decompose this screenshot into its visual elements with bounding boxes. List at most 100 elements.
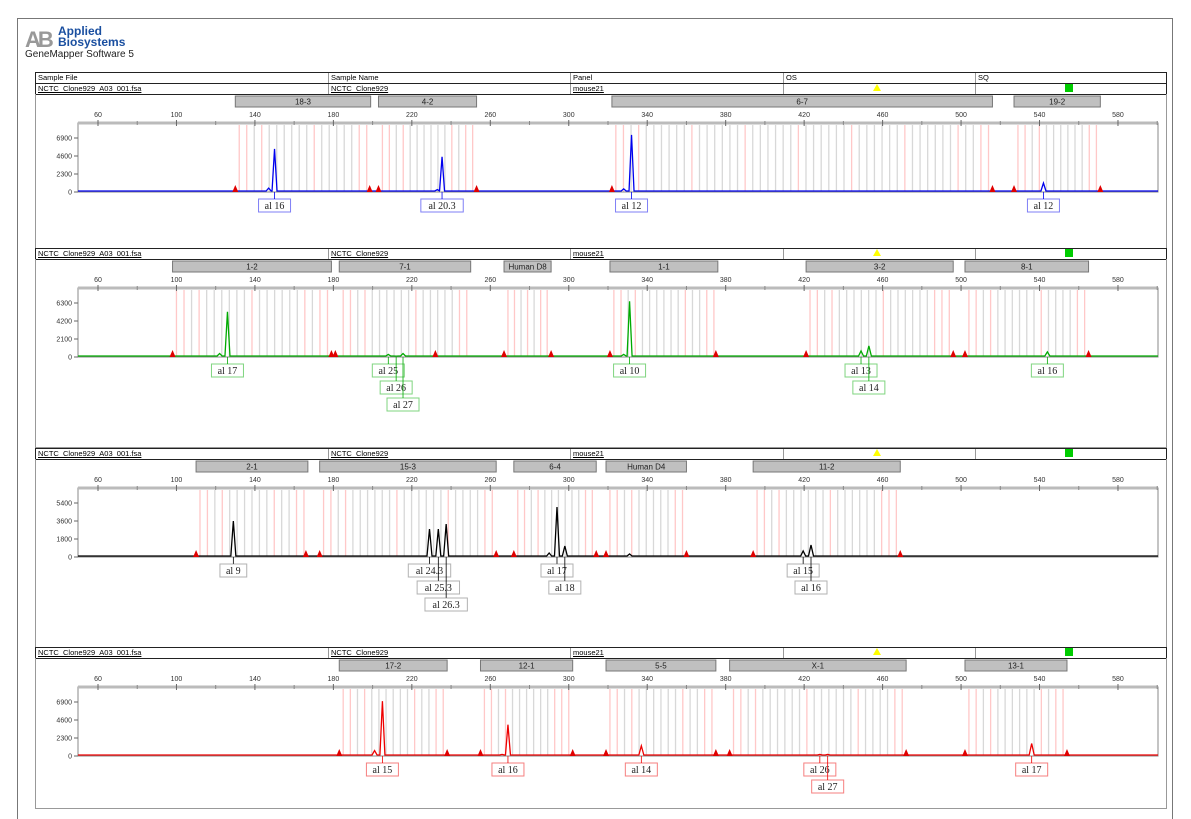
x-tick-label: 60 <box>94 277 102 284</box>
electropherogram-panel <box>35 658 1167 809</box>
bin-label: 12-1 <box>519 662 536 671</box>
y-tick-label: 0 <box>68 555 72 562</box>
x-tick-label: 140 <box>249 112 261 119</box>
y-tick-label: 2300 <box>56 172 72 179</box>
size-marker-icon <box>548 350 555 357</box>
bin-label: 15-3 <box>400 463 417 472</box>
y-tick-label: 1800 <box>56 537 72 544</box>
size-marker-icon <box>1085 350 1092 357</box>
y-tick-label: 6900 <box>56 700 72 707</box>
size-marker-icon <box>366 185 373 192</box>
x-tick-label: 380 <box>720 112 732 119</box>
x-tick-label: 100 <box>171 676 183 683</box>
allele-label-box <box>219 563 248 578</box>
bin-label: 6-7 <box>796 98 808 107</box>
allele-label: al 17 <box>1022 765 1042 776</box>
size-marker-icon <box>897 550 904 557</box>
allele-label: al 12 <box>622 201 642 212</box>
sample-file: NCTC_Clone929_A03_001.fsa <box>38 249 142 258</box>
sample-row[interactable]: NCTC_Clone929_A03_001.fsa NCTC_Clone929 mo… <box>35 647 1167 659</box>
y-tick-label: 0 <box>68 754 72 761</box>
allele-label-box <box>407 563 452 578</box>
bin-box <box>319 460 497 473</box>
sq-cell <box>975 449 978 459</box>
x-tick-label: 380 <box>720 676 732 683</box>
y-tick-label: 0 <box>68 190 72 197</box>
y-tick-label: 5400 <box>56 501 72 508</box>
size-marker-icon <box>603 749 610 756</box>
sq-pass-flag-icon <box>1065 249 1073 257</box>
x-tick-label: 420 <box>798 112 810 119</box>
x-tick-label: 500 <box>955 477 967 484</box>
col-panel: Panel <box>570 73 592 83</box>
size-marker-icon <box>336 749 343 756</box>
size-marker-icon <box>606 350 613 357</box>
allele-label: al 26.3 <box>433 600 460 611</box>
bin-box <box>479 659 574 672</box>
allele-label: al 17 <box>547 566 567 577</box>
allele-label-box <box>210 363 244 378</box>
size-marker-icon <box>316 550 323 557</box>
size-marker-icon <box>683 550 690 557</box>
x-tick-label: 300 <box>563 477 575 484</box>
allele-label: al 18 <box>555 583 575 594</box>
os-warning-flag-icon <box>873 648 881 655</box>
x-tick-label: 100 <box>171 277 183 284</box>
allele-label: al 25.3 <box>425 583 452 594</box>
x-tick-label: 420 <box>798 277 810 284</box>
allele-label-box <box>1030 363 1064 378</box>
bin-label: 5-5 <box>655 662 667 671</box>
size-marker-icon <box>444 749 451 756</box>
sample-row[interactable]: NCTC_Clone929_A03_001.fsa NCTC_Clone929 mo… <box>35 83 1167 95</box>
size-marker-icon <box>432 350 439 357</box>
plot-area <box>77 287 1159 358</box>
allele-label-box <box>794 580 828 595</box>
size-marker-icon <box>603 550 610 557</box>
sample-row[interactable]: NCTC_Clone929_A03_001.fsa NCTC_Clone929 mo… <box>35 248 1167 260</box>
col-sq: SQ <box>975 73 989 83</box>
bin-label: 6-4 <box>549 463 561 472</box>
sq-pass-flag-icon <box>1065 84 1073 92</box>
bin-label: 7-1 <box>399 263 411 272</box>
size-marker-icon <box>712 350 719 357</box>
electropherogram-plot: 60 100 140 180 220 260 300 340 380 420 460 500 540 58… <box>56 84 1159 213</box>
software-title: GeneMapper Software 5 <box>25 49 134 60</box>
size-marker-icon <box>493 550 500 557</box>
os-warning-flag-icon <box>873 84 881 91</box>
allele-label-box <box>420 198 464 213</box>
x-tick-label: 540 <box>1034 112 1046 119</box>
size-marker-icon <box>961 749 968 756</box>
y-tick-label: 6900 <box>56 136 72 143</box>
size-marker-icon <box>510 550 517 557</box>
x-tick-label: 460 <box>877 676 889 683</box>
plot-area <box>77 487 1159 558</box>
col-sample-file: Sample File <box>38 73 78 82</box>
sample-row[interactable]: NCTC_Clone929_A03_001.fsa NCTC_Clone929 mo… <box>35 448 1167 460</box>
allele-label-box <box>379 380 413 395</box>
sample-file: NCTC_Clone929_A03_001.fsa <box>38 84 142 93</box>
plot-area <box>77 122 1159 193</box>
brand-line2: Biosystems <box>58 35 126 49</box>
x-tick-label: 300 <box>563 676 575 683</box>
allele-label-box <box>416 580 461 595</box>
bin-label: 17-2 <box>385 662 402 671</box>
bin-label: 3-2 <box>874 263 886 272</box>
x-tick-label: 380 <box>720 277 732 284</box>
allele-label-box <box>811 779 845 794</box>
size-marker-icon <box>332 350 339 357</box>
size-marker-icon <box>232 185 239 192</box>
y-tick-label: 3600 <box>56 519 72 526</box>
x-tick-label: 340 <box>641 477 653 484</box>
size-marker-icon <box>608 185 615 192</box>
x-tick-label: 340 <box>641 676 653 683</box>
bin-label: 13-1 <box>1008 662 1025 671</box>
bin-box <box>338 659 448 672</box>
size-marker-icon <box>193 550 200 557</box>
x-tick-label: 140 <box>249 277 261 284</box>
allele-label-box <box>852 380 886 395</box>
y-tick-label: 6300 <box>56 301 72 308</box>
allele-label: al 25 <box>378 366 398 377</box>
bin-box <box>964 659 1068 672</box>
brand-line1: Applied <box>58 24 102 38</box>
x-tick-label: 500 <box>955 277 967 284</box>
